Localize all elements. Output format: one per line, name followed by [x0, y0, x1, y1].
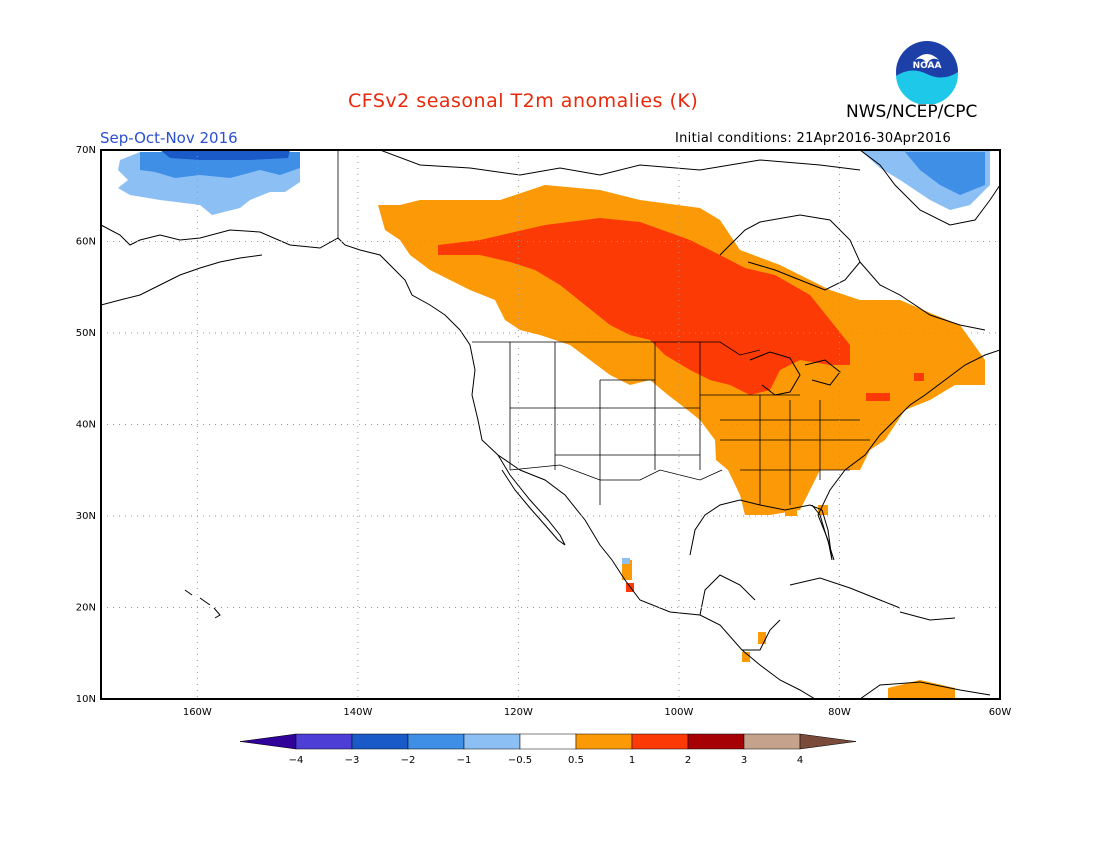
legend-label: −3	[345, 755, 360, 766]
legend-swatch	[351, 733, 409, 750]
lat-tick-label: 50N	[76, 328, 96, 339]
lon-tick-label: 100W	[664, 707, 693, 718]
legend-arrow-low	[239, 733, 297, 750]
cold-anomaly-alaska	[118, 150, 990, 215]
legend-label: −0.5	[508, 755, 532, 766]
legend-label: 4	[797, 755, 803, 766]
legend-label: −1	[457, 755, 472, 766]
lon-tick-label: 160W	[183, 707, 212, 718]
lat-tick-label: 60N	[76, 237, 96, 248]
map-ticks: 70N 60N 50N 40N 30N 20N 10N 160W 140W 120W 100W 80W…	[76, 145, 1012, 718]
legend-swatch	[519, 733, 577, 750]
warm-anomaly-red	[438, 218, 924, 401]
legend-label: 3	[741, 755, 747, 766]
lon-tick-label: 140W	[343, 707, 372, 718]
legend-label: 0.5	[568, 755, 584, 766]
lon-tick-label: 80W	[828, 707, 851, 718]
legend-swatch	[743, 733, 801, 750]
lat-tick-label: 10N	[76, 694, 96, 705]
legend-label: −2	[401, 755, 416, 766]
legend-arrow-high	[799, 733, 857, 750]
legend-swatch	[631, 733, 689, 750]
legend-label: 1	[629, 755, 635, 766]
noaa-logo: NOAA	[895, 40, 959, 106]
initial-conditions-label: Initial conditions: 21Apr2016-30Apr2016	[675, 131, 952, 146]
noaa-logo-text: NOAA	[913, 61, 942, 71]
lat-tick-label: 70N	[76, 145, 96, 156]
map-title: CFSv2 seasonal T2m anomalies (K)	[348, 90, 699, 112]
map-frame	[100, 149, 1001, 700]
legend-label: 2	[685, 755, 691, 766]
lat-tick-label: 30N	[76, 511, 96, 522]
legend-swatch	[575, 733, 633, 750]
lat-tick-label: 40N	[76, 420, 96, 431]
lon-tick-label: 120W	[504, 707, 533, 718]
legend-swatch	[463, 733, 521, 750]
lon-tick-label: 60W	[989, 707, 1012, 718]
season-label: Sep-Oct-Nov 2016	[100, 129, 238, 147]
legend-swatch	[687, 733, 745, 750]
lat-tick-label: 20N	[76, 603, 96, 614]
legend-label: −4	[289, 755, 304, 766]
borders	[337, 150, 870, 505]
agency-label: NWS/NCEP/CPC	[846, 102, 978, 122]
coastlines	[101, 150, 1000, 699]
legend-swatch	[407, 733, 465, 750]
legend-swatch	[295, 733, 353, 750]
